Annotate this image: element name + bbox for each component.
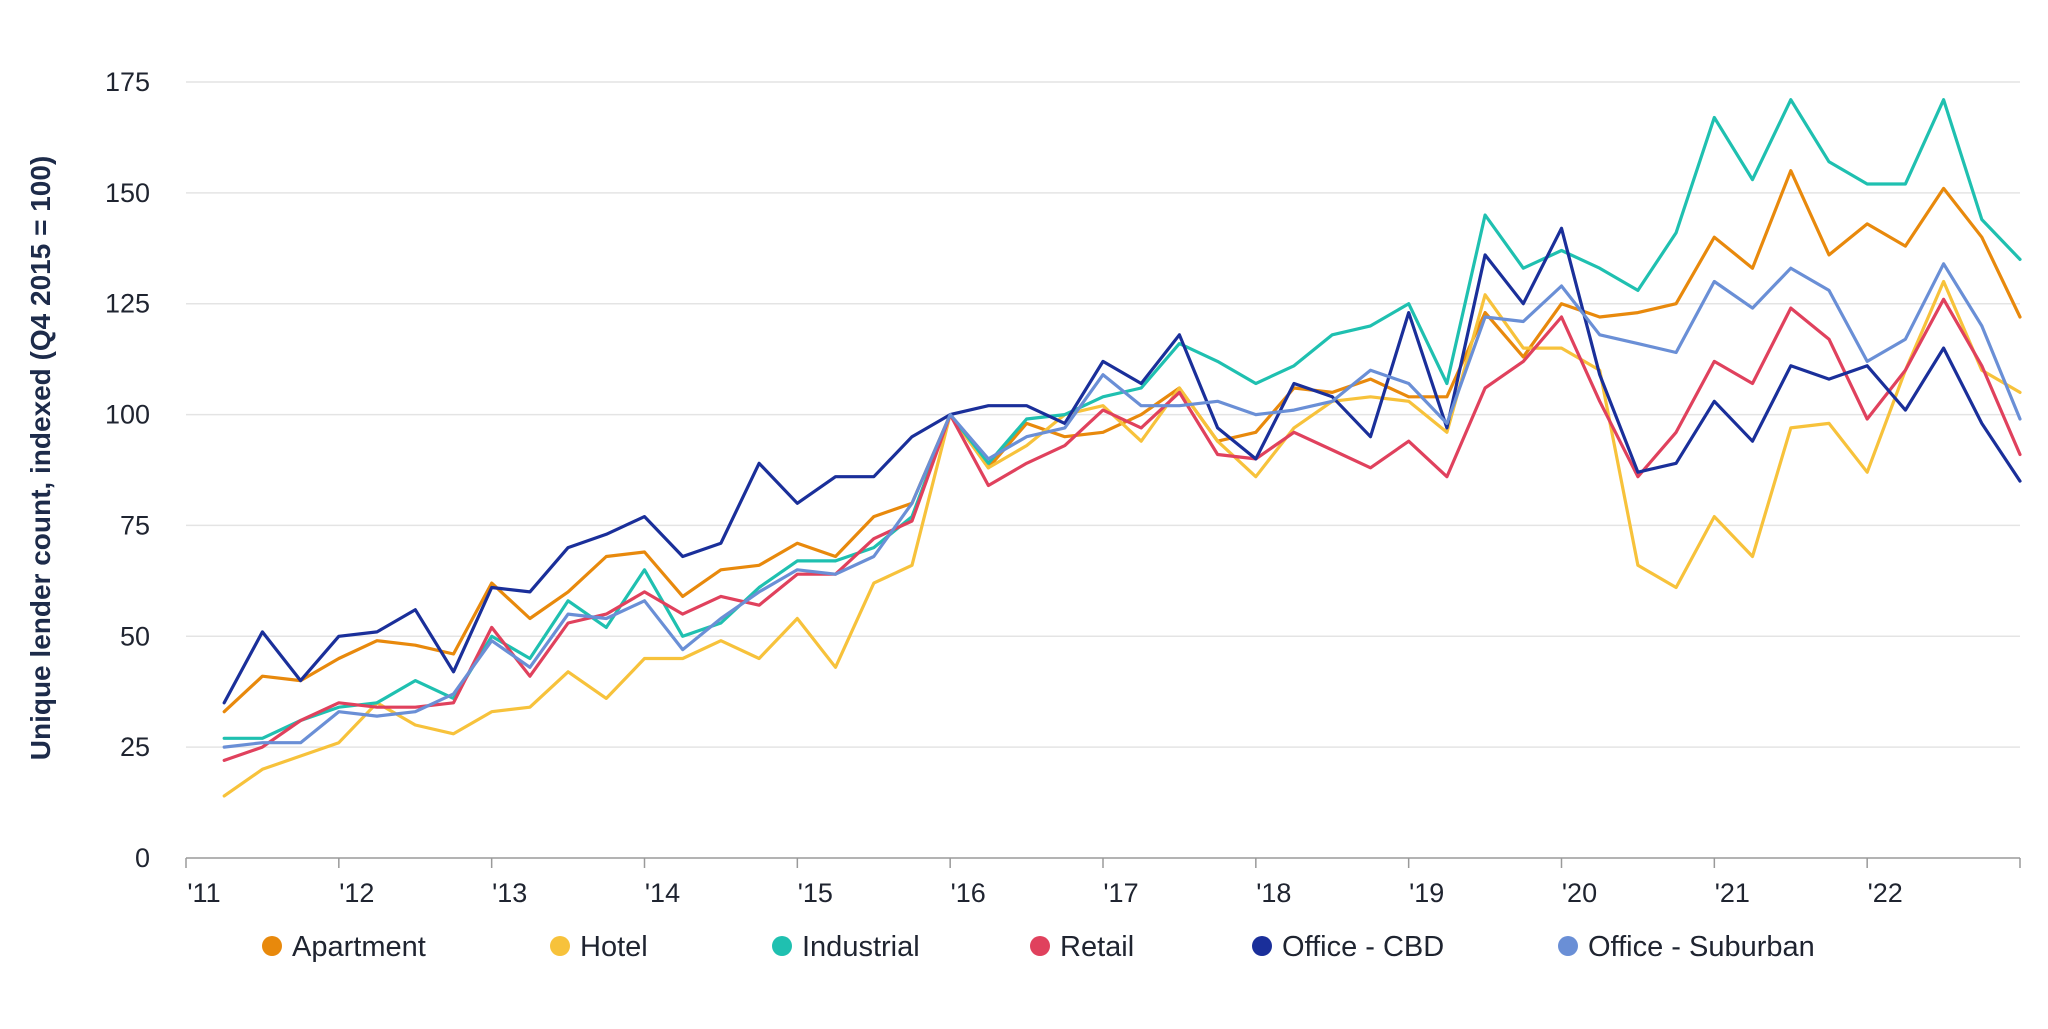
x-tick-label: '12 — [339, 878, 374, 908]
y-axis-title: Unique lender count, indexed (Q4 2015 = … — [25, 156, 56, 761]
x-tick-label: '22 — [1868, 878, 1903, 908]
y-tick-label: 25 — [120, 732, 150, 762]
x-tick-label: '16 — [951, 878, 986, 908]
series-line-retail — [222, 297, 2022, 762]
legend-marker-hotel — [550, 936, 570, 956]
y-tick-label: 150 — [105, 178, 150, 208]
y-axis-ticks: 0 25 50 75 100 125 150 175 — [105, 67, 150, 873]
legend: Apartment Hotel Industrial Retail Office - C… — [262, 931, 1815, 963]
series-line-office-suburban — [222, 262, 2022, 749]
legend-label-retail: Retail — [1060, 931, 1134, 963]
x-tick-label: '14 — [645, 878, 680, 908]
y-tick-label: 100 — [105, 400, 150, 430]
y-tick-label: 50 — [120, 621, 150, 651]
y-tick-label: 125 — [105, 289, 150, 319]
y-tick-label: 0 — [135, 843, 150, 873]
legend-marker-retail — [1030, 936, 1050, 956]
x-tick-label: '11 — [187, 878, 220, 908]
legend-label-industrial: Industrial — [802, 931, 920, 963]
x-tick-label: '17 — [1103, 878, 1138, 908]
x-tick-label: '21 — [1715, 878, 1750, 908]
legend-marker-office-suburban — [1558, 936, 1578, 956]
legend-label-office-suburban: Office - Suburban — [1588, 931, 1815, 963]
legend-label-apartment: Apartment — [292, 931, 426, 963]
series-line-hotel — [222, 279, 2022, 798]
legend-marker-apartment — [262, 936, 282, 956]
series-line-industrial — [222, 98, 2022, 740]
legend-label-hotel: Hotel — [580, 931, 648, 963]
gridlines — [186, 81, 2020, 859]
x-tick-label: '20 — [1562, 878, 1597, 908]
y-tick-label: 175 — [105, 67, 150, 97]
x-tick-label: '19 — [1409, 878, 1444, 908]
x-tick-label: '18 — [1256, 878, 1291, 908]
x-axis-ticks: '11 '12 '13 '14 '15 '16 '17 '18 '19 '20 '21 '22 — [185, 858, 2021, 908]
legend-marker-industrial — [772, 936, 792, 956]
legend-label-office-cbd: Office - CBD — [1282, 931, 1444, 963]
series-line-office-cbd — [222, 226, 2022, 705]
y-tick-label: 75 — [120, 510, 150, 540]
legend-marker-office-cbd — [1252, 936, 1272, 956]
series-lines — [222, 98, 2022, 798]
x-tick-label: '13 — [492, 878, 527, 908]
x-tick-label: '15 — [798, 878, 833, 908]
